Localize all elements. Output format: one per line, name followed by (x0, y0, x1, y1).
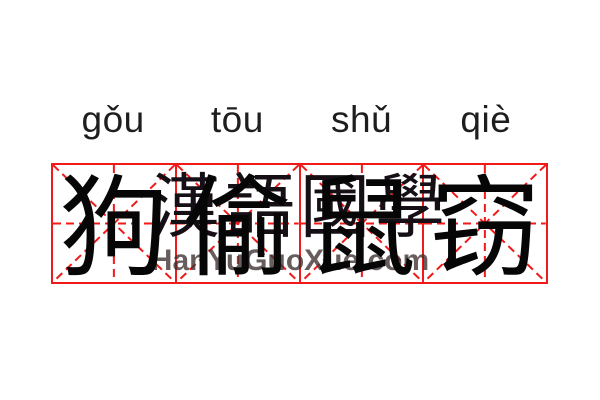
mizige-cell-4: 窃 (422, 163, 546, 292)
hanzi-character-4: 窃 (430, 163, 541, 292)
pinyin-row: gǒu tōu shǔ qiè (51, 96, 548, 144)
mizige-cell-2: 偷 (174, 163, 299, 292)
pinyin-syllable-2: tōu (210, 99, 264, 140)
pinyin-syllable-1: gǒu (81, 99, 145, 140)
mizige-guides-icon (424, 165, 546, 282)
mizige-guides-icon (300, 165, 423, 282)
hanzi-character-3: 鼠 (306, 163, 417, 292)
hanzi-character-1: 狗 (58, 163, 169, 292)
mizige-guides-icon (176, 165, 299, 282)
mizige-guides-icon (53, 165, 175, 282)
pinyin-syllable-3: shǔ (331, 99, 393, 140)
mizige-grid: 狗 偷 鼠 (51, 163, 548, 284)
mizige-cell-3: 鼠 (298, 163, 423, 292)
pinyin-syllable-4: qiè (460, 99, 512, 140)
mizige-cell-1: 狗 (53, 163, 175, 292)
hanzi-character-2: 偷 (182, 163, 293, 292)
